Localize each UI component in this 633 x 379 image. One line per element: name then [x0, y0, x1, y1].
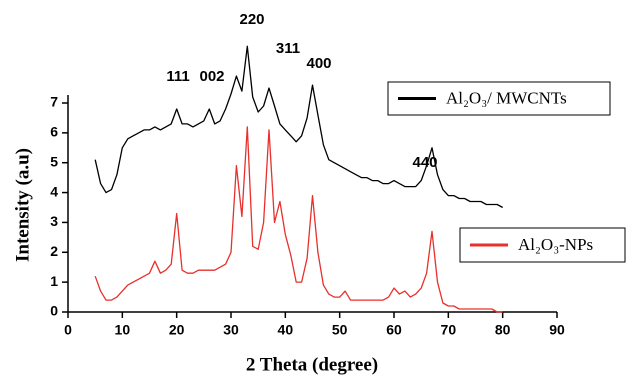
x-tick-label: 70	[441, 322, 457, 338]
x-tick-label: 60	[386, 322, 402, 338]
peak-label: 220	[239, 11, 264, 28]
x-axis-label: 2 Theta (degree)	[246, 354, 378, 375]
x-tick-label: 50	[332, 322, 348, 338]
data-line	[94, 126, 503, 313]
peak-label: 311	[276, 40, 300, 57]
y-tick-label: 3	[50, 213, 58, 229]
x-tick-label: 0	[64, 322, 72, 338]
y-tick-label: 6	[50, 124, 58, 140]
y-tick-label: 1	[50, 273, 58, 289]
peak-label: 400	[306, 55, 331, 72]
legend-label: Al₂O₃/ MWCNTs	[446, 88, 567, 107]
x-tick-label: 80	[495, 322, 511, 338]
y-tick-label: 5	[50, 153, 58, 169]
peak-label: 440	[412, 154, 437, 171]
y-tick-label: 4	[50, 183, 58, 199]
peak-label: 002	[199, 68, 224, 85]
x-tick-label: 40	[278, 322, 294, 338]
y-tick-label: 2	[50, 243, 58, 259]
data-line	[94, 45, 504, 209]
y-axis-label: Intensity (a.u)	[12, 148, 33, 262]
y-tick-label: 0	[50, 303, 58, 319]
x-tick-label: 30	[223, 322, 239, 338]
x-tick-label: 90	[549, 322, 565, 338]
y-tick-label: 7	[50, 94, 58, 110]
legend-label: Al₂O₃-NPs	[518, 235, 593, 254]
x-tick-label: 20	[169, 322, 185, 338]
peak-label: 111	[166, 68, 189, 85]
x-tick-label: 10	[115, 322, 131, 338]
